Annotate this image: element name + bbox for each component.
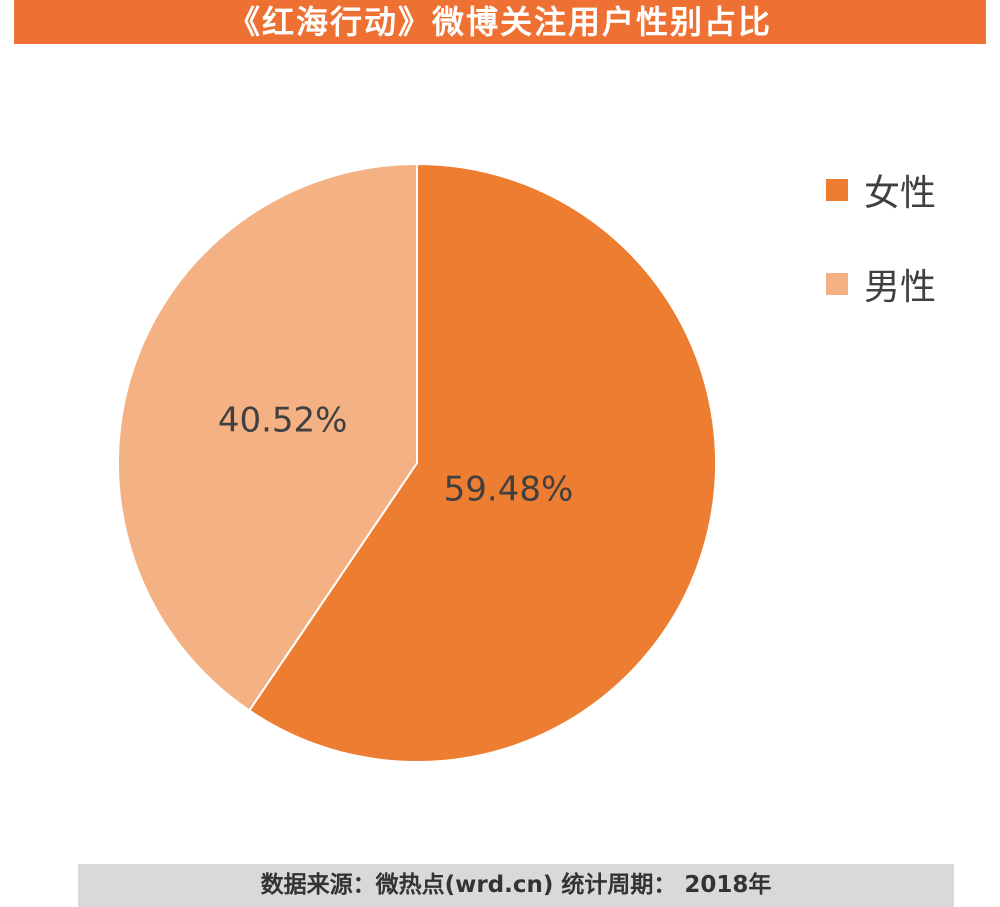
chart-title: 《红海行动》微博关注用户性别占比 — [14, 0, 986, 44]
legend-label-male: 男性 — [864, 267, 937, 308]
slice-label-male: 40.52% — [218, 400, 348, 440]
legend-item-male: 男性 — [826, 262, 936, 308]
legend: 女性 男性 — [826, 168, 936, 356]
source-footer: 数据来源：微热点(wrd.cn) 统计周期： 2018年 — [78, 864, 954, 907]
pie-slice-female — [247, 162, 717, 763]
legend-label-female: 女性 — [864, 173, 937, 214]
pie-slices — [117, 162, 717, 763]
legend-swatch-female — [826, 179, 848, 201]
pie-slice-male — [117, 162, 418, 712]
slice-label-female: 59.48% — [444, 470, 574, 510]
pie-slice-labels: 59.48% 40.52% — [218, 400, 573, 509]
legend-swatch-male — [826, 273, 848, 295]
legend-item-female: 女性 — [826, 168, 936, 214]
